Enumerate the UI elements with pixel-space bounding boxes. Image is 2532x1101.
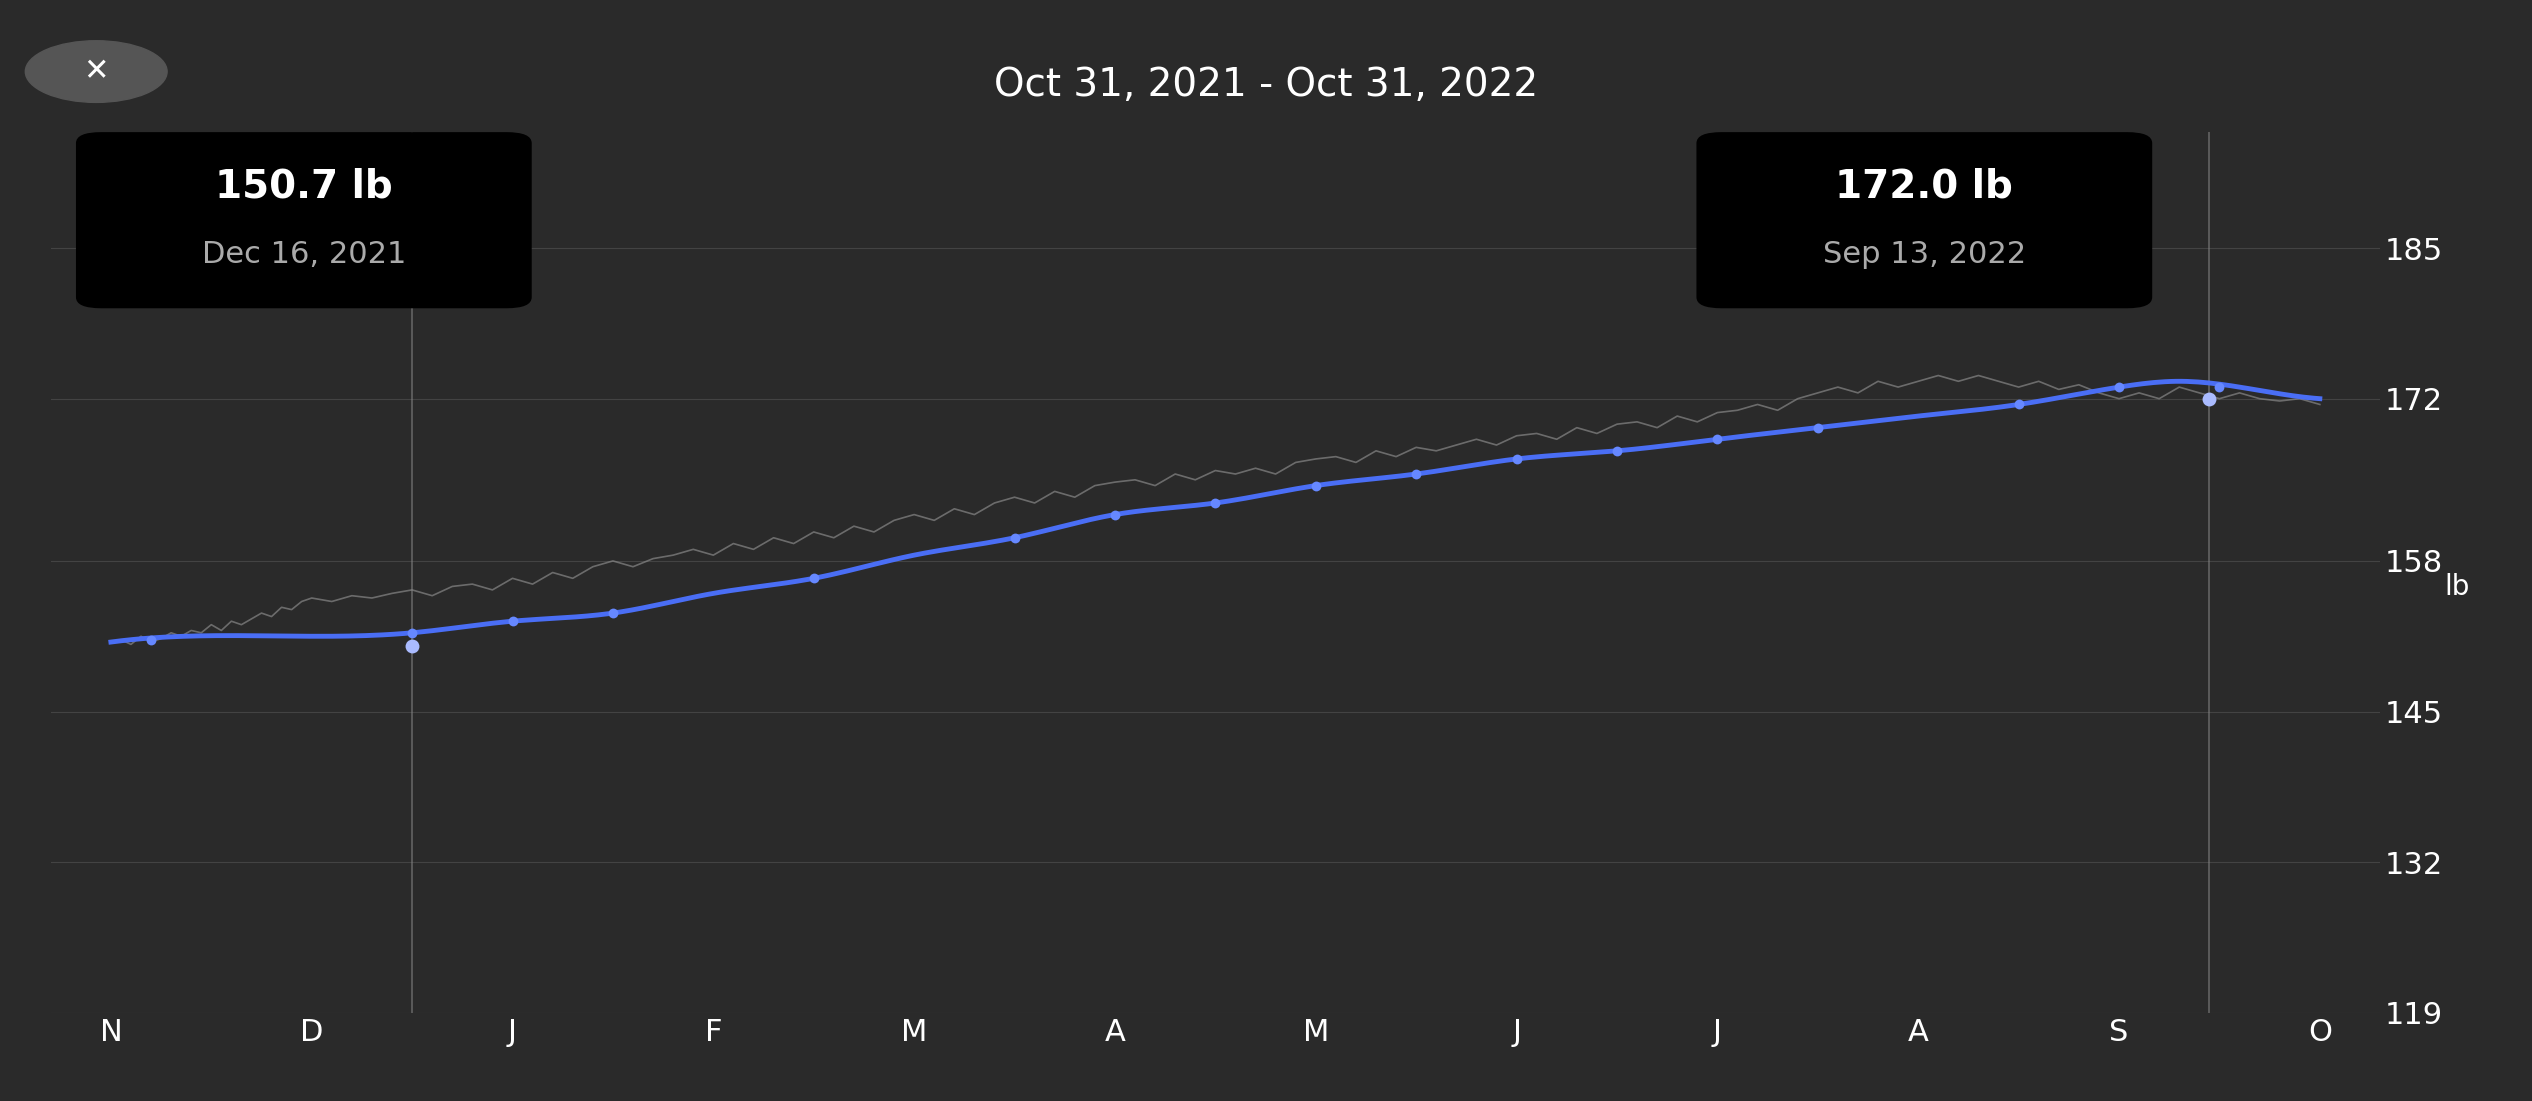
Text: 150.7 lb: 150.7 lb: [215, 167, 392, 205]
Point: [1998, 395, 2038, 413]
Point: [392, 636, 433, 654]
Point: [2099, 379, 2140, 396]
Text: ✕: ✕: [84, 57, 109, 86]
Point: [1296, 477, 1337, 494]
Point: [491, 612, 532, 630]
Point: [1195, 494, 1236, 512]
Y-axis label: lb: lb: [2443, 573, 2469, 600]
Text: Sep 13, 2022: Sep 13, 2022: [1823, 240, 2026, 269]
Point: [793, 569, 833, 587]
Point: [1094, 505, 1134, 523]
Point: [995, 528, 1036, 546]
Point: [1496, 450, 1537, 468]
Point: [2200, 379, 2241, 396]
Text: Dec 16, 2021: Dec 16, 2021: [203, 240, 405, 269]
Point: [592, 604, 633, 622]
Point: [1395, 466, 1436, 483]
Point: [1696, 430, 1737, 448]
Text: Oct 31, 2021 - Oct 31, 2022: Oct 31, 2021 - Oct 31, 2022: [995, 66, 1537, 105]
Text: 172.0 lb: 172.0 lb: [1836, 167, 2013, 205]
Point: [2190, 390, 2231, 407]
Point: [1598, 442, 1638, 459]
Point: [392, 624, 433, 642]
Point: [1798, 418, 1838, 436]
Point: [132, 631, 172, 648]
